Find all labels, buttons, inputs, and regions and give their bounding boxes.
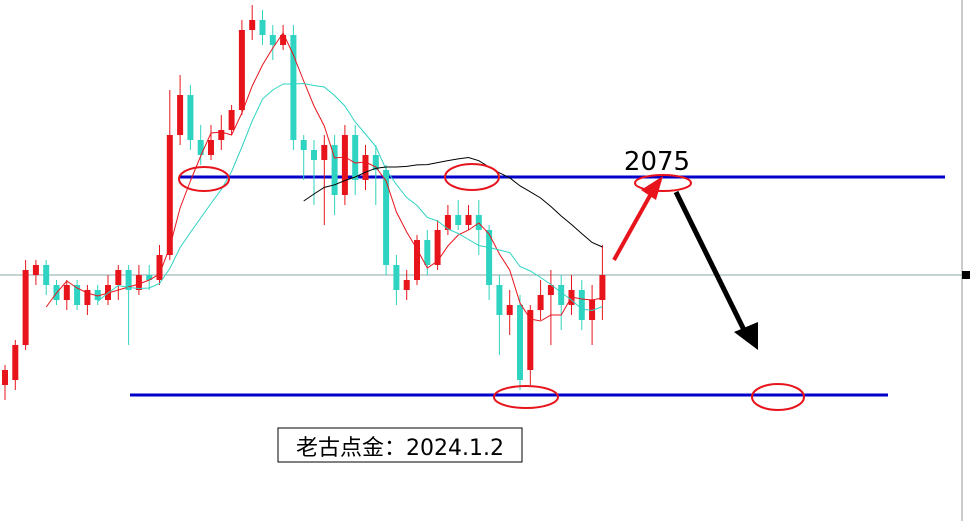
- candle-body: [208, 140, 214, 155]
- highlight-ellipse: [751, 383, 805, 411]
- candle-body: [321, 145, 328, 160]
- candle-body: [537, 295, 544, 310]
- arrow-head: [734, 322, 758, 350]
- candle-body: [187, 95, 194, 140]
- arrow-up: [612, 191, 654, 261]
- candle-body: [331, 145, 338, 195]
- candle-body: [22, 270, 29, 345]
- candle-body: [599, 275, 606, 300]
- candle-body: [12, 345, 19, 380]
- candle-body: [146, 275, 153, 280]
- candle-body: [383, 170, 390, 265]
- current-price-marker: [962, 271, 970, 279]
- candle-body: [197, 140, 204, 155]
- candle-body: [455, 215, 462, 225]
- candle-body: [2, 370, 8, 385]
- candle-body: [280, 35, 287, 45]
- candle-body: [414, 240, 420, 280]
- candle-body: [290, 35, 297, 140]
- candle-body: [372, 155, 379, 170]
- candle-body: [177, 95, 184, 135]
- candle-body: [115, 270, 122, 285]
- candle-body: [506, 305, 513, 315]
- annotations: [178, 163, 805, 411]
- candle-body: [403, 280, 410, 290]
- candle-body: [578, 290, 585, 320]
- arrow-down: [673, 190, 747, 332]
- candle-body: [166, 135, 173, 255]
- arrow-head: [641, 176, 663, 200]
- caption-box: [277, 427, 523, 463]
- candle-body: [238, 30, 245, 110]
- candle-body: [424, 240, 431, 265]
- candle-body: [465, 215, 472, 225]
- candle-body: [393, 265, 400, 290]
- candle-body: [311, 150, 317, 160]
- caption: 老古点金：2024.1.2: [296, 436, 504, 461]
- candle-body: [43, 265, 50, 285]
- highlight-ellipse: [493, 385, 559, 409]
- candle-body: [547, 285, 554, 295]
- plot: [0, 5, 970, 400]
- candle-body: [558, 285, 565, 305]
- level-label: 2075: [624, 147, 690, 177]
- candle-body: [94, 290, 101, 300]
- candle-body: [259, 20, 266, 35]
- candle-body: [269, 35, 276, 45]
- candle-body: [218, 130, 225, 140]
- candle-body: [74, 285, 81, 305]
- candle-body: [249, 20, 256, 30]
- candle-body: [362, 155, 369, 180]
- candle-body: [228, 110, 235, 130]
- candle-body: [517, 305, 523, 380]
- moving-average: [45, 31, 603, 322]
- candle-body: [434, 230, 441, 265]
- candle-body: [300, 140, 307, 150]
- highlight-ellipse: [634, 174, 692, 192]
- highlight-ellipse: [444, 163, 500, 191]
- candle-body: [135, 275, 142, 290]
- moving-average: [97, 82, 603, 312]
- candle-body: [486, 230, 493, 285]
- candle-body: [125, 270, 132, 290]
- candle-body: [84, 290, 91, 305]
- candle-body: [496, 285, 503, 315]
- candle-body: [444, 215, 451, 230]
- candle-body: [352, 135, 359, 180]
- candle-body: [527, 310, 534, 370]
- candle-body: [63, 285, 70, 300]
- highlight-ellipse: [178, 166, 230, 192]
- candle-body: [32, 265, 39, 275]
- moving-average: [303, 156, 603, 248]
- candle-body: [156, 255, 163, 280]
- candle-body: [341, 135, 348, 195]
